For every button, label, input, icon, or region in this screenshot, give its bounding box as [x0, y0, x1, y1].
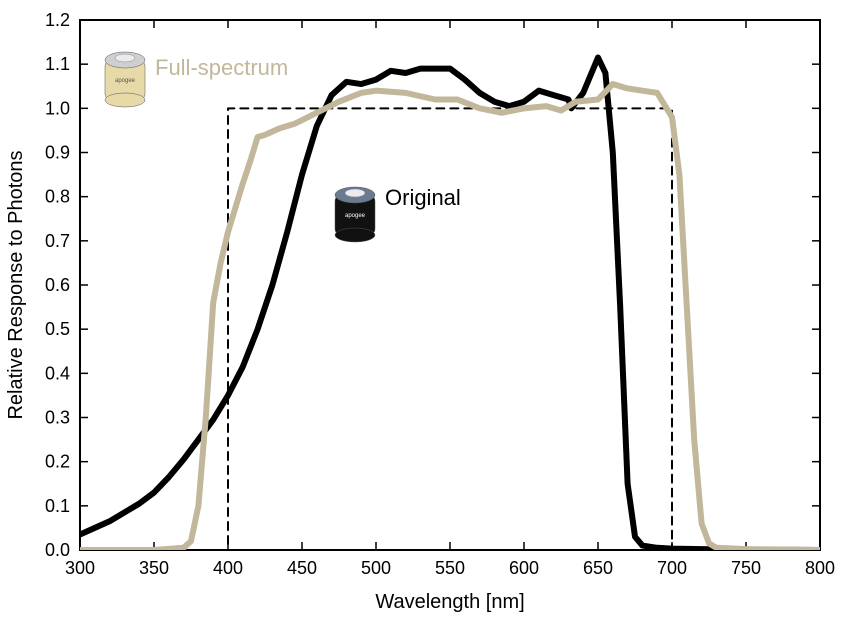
x-tick-label: 750 — [731, 558, 761, 578]
x-tick-label: 550 — [435, 558, 465, 578]
y-tick-label: 0.8 — [45, 187, 70, 207]
x-tick-label: 800 — [805, 558, 835, 578]
series-original — [80, 58, 820, 550]
y-tick-label: 1.2 — [45, 10, 70, 30]
legend-full-spectrum: Full-spectrum — [155, 55, 288, 80]
x-tick-label: 450 — [287, 558, 317, 578]
y-tick-label: 0.2 — [45, 452, 70, 472]
series-full_spectrum — [80, 84, 820, 550]
full-spectrum-sensor-icon: apogee — [105, 52, 145, 107]
original-sensor-icon: apogee — [335, 187, 375, 242]
x-tick-label: 600 — [509, 558, 539, 578]
y-tick-label: 0.5 — [45, 319, 70, 339]
x-tick-label: 400 — [213, 558, 243, 578]
y-tick-label: 0.0 — [45, 540, 70, 560]
svg-text:apogee: apogee — [115, 78, 136, 84]
x-axis-label: Wavelength [nm] — [375, 591, 524, 613]
y-tick-label: 1.0 — [45, 98, 70, 118]
spectral-response-chart: 300 350 400 450 500 550 600 650 700 750 800 0.0 0.1 0… — [0, 0, 852, 639]
x-tick-label: 700 — [657, 558, 687, 578]
y-tick-label: 0.1 — [45, 496, 70, 516]
y-tick-label: 0.6 — [45, 275, 70, 295]
x-tick-label: 500 — [361, 558, 391, 578]
x-tick-label: 300 — [65, 558, 95, 578]
legend-original: Original — [385, 185, 461, 210]
series-ideal — [80, 108, 820, 550]
svg-text:apogee: apogee — [345, 213, 366, 219]
y-tick-label: 1.1 — [45, 54, 70, 74]
x-tick-label: 350 — [139, 558, 169, 578]
x-tick-label: 650 — [583, 558, 613, 578]
y-axis-label: Relative Response to Photons — [5, 150, 27, 419]
y-tick-label: 0.9 — [45, 143, 70, 163]
chart-svg: 300 350 400 450 500 550 600 650 700 750 800 0.0 0.1 0… — [0, 0, 852, 639]
y-tick-label: 0.3 — [45, 408, 70, 428]
y-tick-label: 0.4 — [45, 363, 70, 383]
y-tick-label: 0.7 — [45, 231, 70, 251]
